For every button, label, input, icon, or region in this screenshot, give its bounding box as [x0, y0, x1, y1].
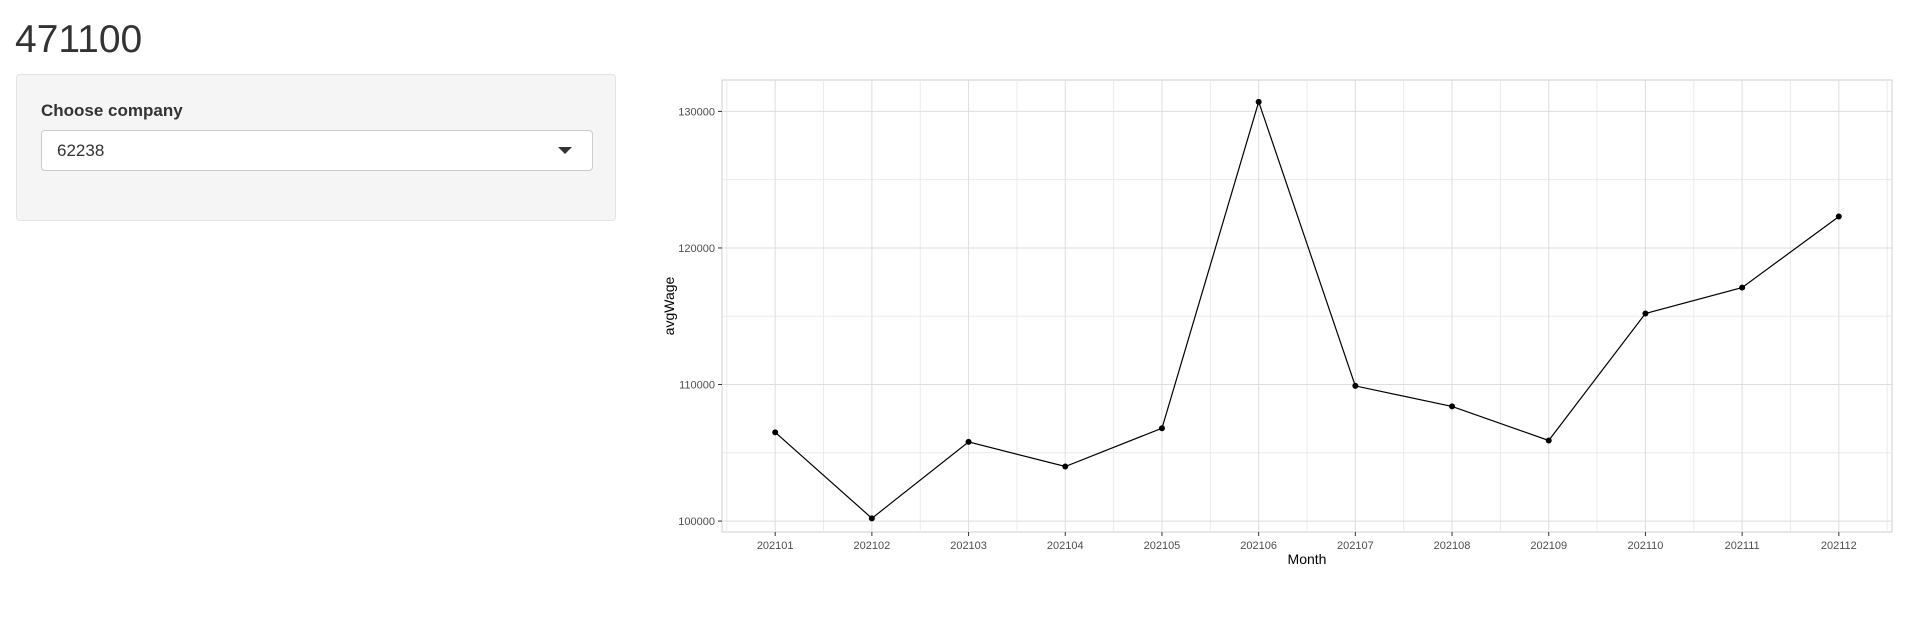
- x-tick-label: 202107: [1337, 540, 1374, 552]
- x-tick-label: 202108: [1434, 540, 1471, 552]
- x-tick-label: 202101: [757, 540, 794, 552]
- chevron-down-icon[interactable]: [558, 147, 572, 154]
- x-tick-label: 202104: [1047, 540, 1084, 552]
- data-point: [868, 515, 875, 522]
- data-point: [1835, 213, 1842, 220]
- data-point: [772, 429, 779, 436]
- y-tick-label: 100000: [678, 516, 715, 528]
- x-tick-label: 202112: [1821, 540, 1857, 552]
- avg-wage-chart: 100000 110000 120000 130000 202101 202102 2021…: [661, 79, 1893, 567]
- data-point: [1642, 310, 1649, 317]
- x-tick-label: 202105: [1144, 540, 1181, 552]
- chart-container: 100000 110000 120000 130000 202101 202102 2021…: [650, 70, 1900, 580]
- page-title: 471100: [15, 18, 143, 61]
- data-point: [965, 438, 972, 445]
- x-tick-label: 202106: [1240, 540, 1277, 552]
- data-point: [1545, 437, 1552, 444]
- y-tick-label: 120000: [678, 243, 715, 255]
- x-tick-label: 202109: [1530, 540, 1567, 552]
- company-select-value: 62238: [57, 141, 105, 160]
- x-tick-label: 202110: [1627, 540, 1663, 552]
- x-tick-label: 202111: [1725, 540, 1760, 552]
- data-point: [1255, 98, 1262, 105]
- data-point: [1739, 284, 1746, 291]
- x-tick-label: 202102: [854, 540, 891, 552]
- data-point: [1158, 425, 1165, 432]
- x-axis-title: Month: [1288, 551, 1327, 567]
- data-point: [1062, 463, 1069, 470]
- data-point: [1352, 382, 1359, 389]
- data-point: [1449, 403, 1456, 410]
- y-tick-label: 110000: [679, 380, 715, 392]
- choose-company-label: Choose company: [41, 101, 183, 120]
- y-tick-label: 130000: [678, 106, 715, 118]
- company-select[interactable]: 62238: [41, 130, 593, 171]
- sidebar-panel: Choose company 62238: [16, 74, 616, 221]
- series-line: [774, 99, 1840, 520]
- x-tick-label: 202103: [950, 540, 987, 552]
- y-axis-title: avgWage: [661, 276, 677, 335]
